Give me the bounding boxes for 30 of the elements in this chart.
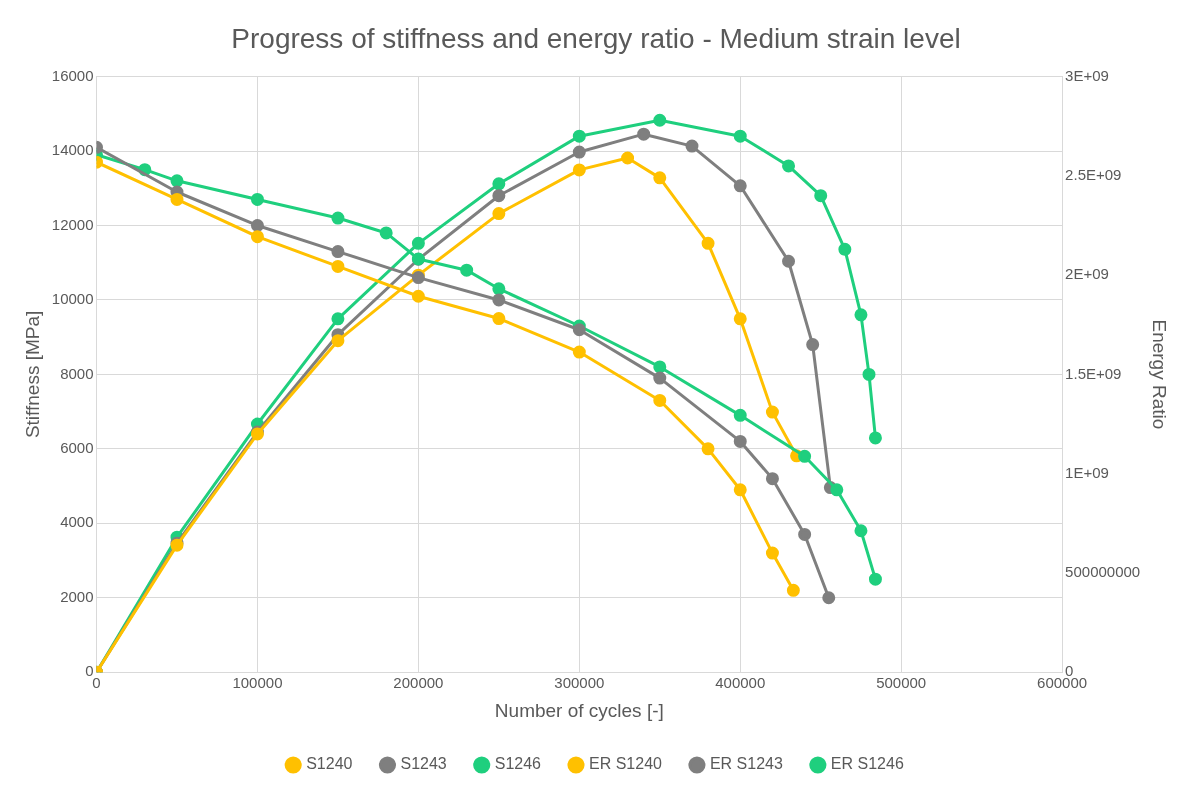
y-axis-title: Stiffness [MPa]: [21, 310, 43, 439]
y2-tick-label: 500000000: [1065, 563, 1141, 581]
legend-label: S1243: [400, 755, 447, 773]
x-tick-label: 400000: [715, 674, 766, 692]
x-tick-label: 100000: [232, 674, 283, 692]
y-tick-label: 0: [85, 662, 94, 680]
y-tick-label: 4000: [60, 513, 94, 531]
y2-tick-label: 2E+09: [1065, 265, 1109, 283]
legend-label: S1246: [494, 755, 542, 773]
y2-tick-label: 2.5E+09: [1065, 166, 1122, 184]
x-axis-title: Number of cycles [-]: [494, 699, 664, 721]
legend-label: ER S1240: [588, 755, 663, 773]
x-tick-label: 300000: [554, 674, 605, 692]
y2-tick-label: 1E+09: [1065, 463, 1109, 481]
y2-tick-label: 1.5E+09: [1065, 364, 1122, 382]
y2-tick-label: 3E+09: [1065, 66, 1109, 84]
y-tick-label: 6000: [60, 438, 94, 456]
y-tick-label: 14000: [51, 141, 94, 159]
y-tick-label: 2000: [60, 587, 94, 605]
legend-label: S1240: [306, 755, 353, 773]
legend-label: ER S1246: [830, 755, 904, 773]
x-tick-label: 500000: [876, 674, 927, 692]
y-tick-label: 10000: [51, 290, 94, 308]
chart-title: Progress of stiffness and energy ratio - Medium strain level: [231, 22, 961, 54]
x-tick-label: 200000: [393, 674, 444, 692]
y-tick-label: 8000: [60, 364, 94, 382]
y-tick-label: 16000: [51, 66, 94, 84]
y-tick-label: 12000: [51, 215, 94, 233]
legend-label: ER S1243: [709, 755, 783, 773]
y2-axis-title: Energy Ratio: [1149, 319, 1171, 430]
